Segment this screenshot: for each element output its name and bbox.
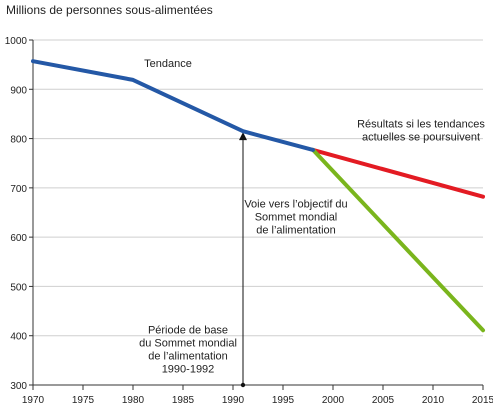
annotation-resultats-line-0: Résultats si les tendances <box>357 119 485 131</box>
x-tick-label-2005: 2005 <box>372 395 395 406</box>
annotation-voie-line-0: Voie vers l’objectif du <box>244 199 347 211</box>
annotation-periode-line-3: 1990-1992 <box>162 363 215 375</box>
annotation-voie: Voie vers l’objectif du Sommet mondial de … <box>244 199 347 237</box>
y-tick-label-700: 700 <box>10 184 27 195</box>
y-tick-label-500: 500 <box>10 282 27 293</box>
y-tick-label-300: 300 <box>10 381 27 392</box>
x-tick-label-2015: 2015 <box>472 395 493 406</box>
x-tick-label-2010: 2010 <box>422 395 445 406</box>
x-tick-label-1985: 1985 <box>172 395 195 406</box>
x-tick-label-1995: 1995 <box>272 395 295 406</box>
annotation-periode-line-1: du Sommet mondial <box>139 337 237 349</box>
series-line-1 <box>311 147 485 199</box>
y-tick-label-1000: 1000 <box>5 36 28 47</box>
series-line-2 <box>311 147 485 333</box>
arrow-head <box>239 132 247 141</box>
series-line-0 <box>31 59 315 152</box>
annotation-periode-line-2: de l’alimentation <box>148 350 228 362</box>
x-tick-label-1970: 1970 <box>22 395 45 406</box>
x-tick-label-2000: 2000 <box>322 395 345 406</box>
y-tick-label-900: 900 <box>10 85 27 96</box>
x-tick-label-1990: 1990 <box>222 395 245 406</box>
y-axis-label: Millions de personnes sous-alimentées <box>6 3 213 17</box>
annotation-voie-line-2: de l’alimentation <box>256 225 336 237</box>
annotation-tendance-line-0: Tendance <box>144 58 192 70</box>
arrow-base-dot <box>240 382 246 388</box>
annotation-resultats: Résultats si les tendances actuelles se p… <box>357 119 485 144</box>
y-tick-label-600: 600 <box>10 233 27 244</box>
annotation-voie-line-1: Sommet mondial <box>255 212 338 224</box>
annotation-resultats-line-1: actuelles se poursuivent <box>362 132 480 144</box>
x-tick-label-1980: 1980 <box>122 395 145 406</box>
y-tick-label-800: 800 <box>10 135 27 146</box>
annotation-periode-line-0: Période de base <box>148 324 228 336</box>
annotation-tendance: Tendance <box>144 58 192 70</box>
x-tick-label-1975: 1975 <box>72 395 95 406</box>
annotation-periode: Période de base du Sommet mondial de l’ali… <box>139 324 237 375</box>
y-tick-label-400: 400 <box>10 332 27 343</box>
